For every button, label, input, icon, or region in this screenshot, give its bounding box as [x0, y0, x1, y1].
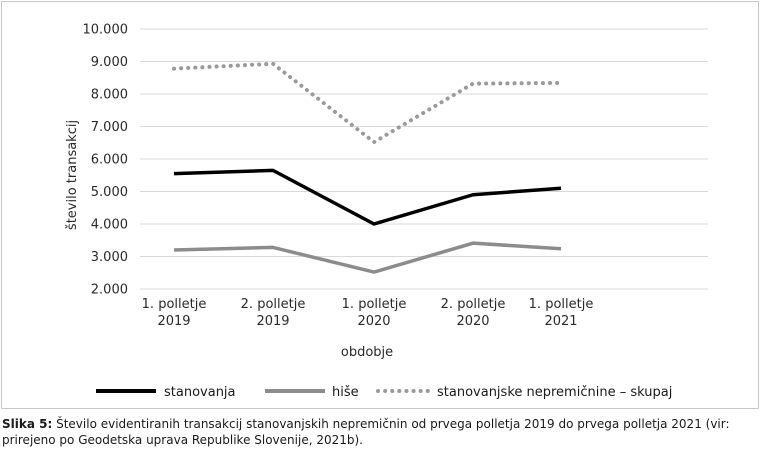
y-tick-label: 9.000 — [91, 55, 128, 70]
x-tick-label: 1. polletje — [342, 297, 407, 312]
series-lines — [172, 61, 563, 274]
y-axis-title: število transakcij — [65, 120, 80, 230]
line-chart: 2.000 3.000 4.000 5.000 6.000 7.000 8.000 9.000… — [65, 23, 708, 400]
figure-caption: Slika 5: Število evidentiranih transakci… — [2, 416, 760, 448]
y-tick-label: 4.000 — [91, 218, 128, 233]
x-tick-labels: 1. polletje 2019 2. polletje 2019 1. polletj… — [142, 297, 594, 329]
y-tick-label: 5.000 — [91, 185, 128, 200]
y-tick-label: 6.000 — [91, 153, 128, 168]
x-tick-label: 1. polletje — [529, 297, 594, 312]
legend-label: hiše — [332, 385, 359, 400]
chart-frame — [1, 1, 759, 409]
y-tick-label: 7.000 — [91, 120, 128, 135]
x-tick-label: 2020 — [357, 314, 390, 329]
caption-text: Število evidentiranih transakcij stanova… — [2, 417, 730, 447]
x-axis-title: obdobje — [341, 345, 393, 360]
y-tick-label: 2.000 — [91, 283, 128, 298]
series-line — [173, 241, 562, 274]
y-tick-label: 10.000 — [83, 23, 129, 38]
gridlines — [140, 28, 708, 290]
x-tick-label: 2019 — [157, 314, 190, 329]
legend-label: stanovanjske nepremičnine – skupaj — [437, 385, 672, 400]
series-line — [173, 168, 562, 226]
caption-label: Slika 5: — [2, 417, 53, 431]
y-tick-labels: 2.000 3.000 4.000 5.000 6.000 7.000 8.000 9.000… — [83, 23, 129, 298]
x-tick-label: 1. polletje — [142, 297, 207, 312]
x-tick-label: 2. polletje — [241, 297, 306, 312]
x-tick-label: 2019 — [256, 314, 289, 329]
legend-label: stanovanja — [164, 385, 236, 400]
legend: stanovanja hiše stanovanjske nepremičnine … — [96, 385, 672, 400]
series-line — [172, 61, 563, 145]
x-tick-label: 2021 — [544, 314, 577, 329]
x-tick-label: 2020 — [456, 314, 489, 329]
x-tick-label: 2. polletje — [441, 297, 506, 312]
y-tick-label: 8.000 — [91, 88, 128, 103]
y-tick-label: 3.000 — [91, 250, 128, 265]
